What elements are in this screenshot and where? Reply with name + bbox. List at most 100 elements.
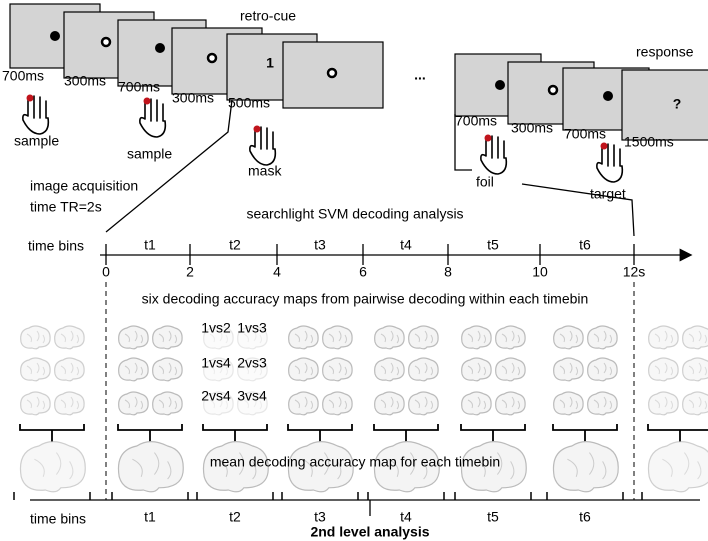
brain-outline [554,392,583,415]
brain-outline [496,326,525,349]
brain-outline [648,442,708,492]
duration-label: 300ms [172,90,214,106]
brain-outline [588,392,617,415]
brain [683,358,708,381]
stimulus-dot [601,143,608,150]
timeline-bin-label: t5 [487,237,499,253]
bottom-bin-label: t1 [144,509,156,525]
brain-outline [55,326,84,349]
brain [289,326,318,349]
brain-outline [119,392,148,415]
hand-label: foil [476,174,494,190]
timeline-tick-label: 4 [273,264,281,280]
brain [21,358,50,381]
bottom-bin-label: t4 [400,509,412,525]
brain-outline [496,392,525,415]
brain-outline [153,326,182,349]
hand-shape [481,136,506,174]
bottom-title: 2nd level analysis [310,524,429,540]
brain-outline [462,392,491,415]
hand-icon [23,95,48,135]
hand-label: sample [14,133,59,149]
brain-outline [554,326,583,349]
hand-icon [597,143,622,183]
brain-outline [462,326,491,349]
timeline-bin-label: t3 [314,237,326,253]
bracket [461,424,525,442]
brain [21,326,50,349]
brain [462,326,491,349]
hand-shape [597,144,622,182]
bottom-bin-label: t2 [229,509,241,525]
brain-outline [323,358,352,381]
hand-label: sample [127,146,172,162]
brain-outline [683,326,708,349]
pair-label: 1vs4 [201,355,231,371]
brain-outline [119,326,148,349]
bracket [203,424,267,442]
brain [462,358,491,381]
brain [323,358,352,381]
brain [554,326,583,349]
timeline-tick-label: 8 [444,264,452,280]
timeline-bin-label: t2 [229,237,241,253]
brain-outline [649,326,678,349]
duration-label: 700ms [564,126,606,142]
brain-outline [21,392,50,415]
cue-digit: 1 [266,55,274,71]
bracket [288,424,352,442]
brain [119,358,148,381]
brain-outline [323,326,352,349]
stimulus-dot [144,98,151,105]
pair-label: 3vs4 [237,388,267,404]
brain [409,392,438,415]
acquisition-label: image acquisition [30,178,138,194]
bracket [282,492,358,500]
brain-outline [409,392,438,415]
hand-icon [481,135,506,175]
timeline-tick-label: 6 [359,264,367,280]
brain-outline [289,326,318,349]
brain [153,392,182,415]
bracket [20,424,84,442]
brain-outline [554,358,583,381]
brain-outline [462,358,491,381]
brain-outline [55,358,84,381]
bracket [374,424,438,442]
hand-icon [140,98,165,138]
brain [375,392,404,415]
timeline-tick-label: 0 [102,264,110,280]
brain [375,326,404,349]
stimulus-dot [27,95,34,102]
brain [21,392,50,415]
bracket [455,492,531,500]
timeline-tick-label: 10 [532,264,548,280]
brain-outline [323,392,352,415]
pair-label: 1vs3 [237,320,267,336]
brain-outline [683,392,708,415]
brain [289,392,318,415]
brain-outline [496,358,525,381]
timeline-tick-label: 2 [186,264,194,280]
brain [554,358,583,381]
timeline-tick-label: 12s [623,264,646,280]
brain-maps [14,326,708,500]
brain [119,392,148,415]
bracket [368,492,444,500]
bracket [118,424,182,442]
bracket [112,492,188,500]
brain-outline [649,358,678,381]
bracket [553,424,617,442]
response-symbol: ? [673,96,682,112]
brain [55,358,84,381]
duration-label: 1500ms [624,134,674,150]
brain-outline [588,358,617,381]
brain-outline [289,392,318,415]
brain [588,326,617,349]
bottom-bin-label: t5 [487,509,499,525]
timeline-bin-label: t4 [400,237,412,253]
brain [554,392,583,415]
brain-outline [649,392,678,415]
brain [496,392,525,415]
brain [496,326,525,349]
